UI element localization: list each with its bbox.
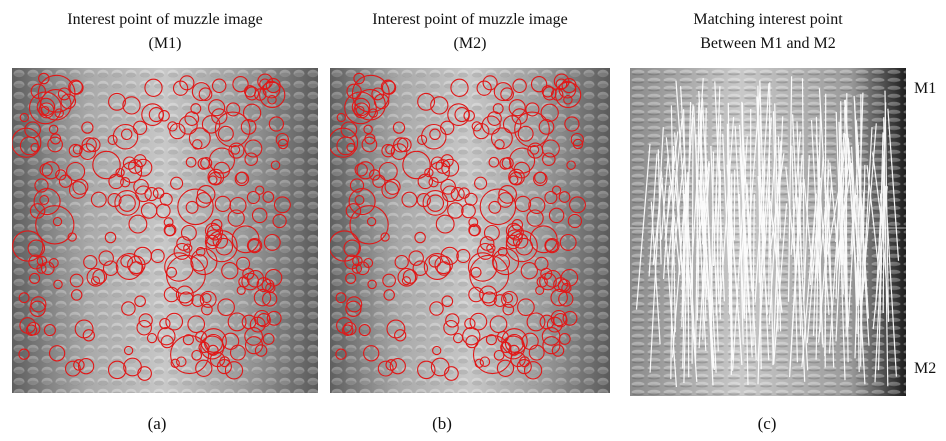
title-panel-b: Interest point of muzzle image (M2) (330, 8, 610, 56)
title-c-line1: Matching interest point (630, 8, 906, 32)
title-panel-a: Interest point of muzzle image (M1) (12, 8, 318, 56)
title-c-line2: Between M1 and M2 (630, 32, 906, 56)
match-line (825, 94, 826, 368)
matching-image-m1-m2 (630, 68, 906, 396)
caption-b: (b) (422, 414, 462, 434)
title-a-line1: Interest point of muzzle image (12, 8, 318, 32)
caption-a: (a) (137, 414, 177, 434)
title-a-line2: (M1) (12, 32, 318, 56)
label-m2: M2 (914, 360, 936, 378)
title-b-line1: Interest point of muzzle image (330, 8, 610, 32)
muzzle-image-m1 (12, 68, 318, 393)
muzzle-image-m2 (330, 68, 610, 393)
match-line (846, 93, 847, 337)
label-m1: M1 (914, 80, 936, 98)
caption-c: (c) (747, 414, 787, 434)
title-b-line2: (M2) (330, 32, 610, 56)
title-panel-c: Matching interest point Between M1 and M… (630, 8, 906, 56)
